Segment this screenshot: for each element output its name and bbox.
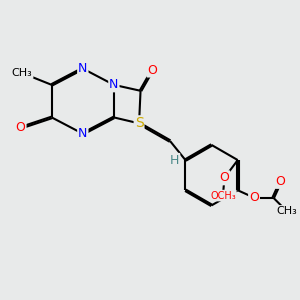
- Text: N: N: [78, 127, 88, 140]
- Text: CH₃: CH₃: [276, 206, 297, 216]
- Text: O: O: [276, 175, 286, 188]
- Text: N: N: [109, 78, 119, 92]
- Text: CH₃: CH₃: [12, 68, 32, 78]
- Text: OCH₃: OCH₃: [210, 190, 236, 201]
- Text: O: O: [147, 64, 157, 76]
- Text: H: H: [170, 154, 179, 167]
- Text: S: S: [135, 116, 143, 130]
- Text: O: O: [220, 171, 230, 184]
- Text: O: O: [16, 121, 26, 134]
- Text: O: O: [249, 191, 259, 204]
- Text: N: N: [78, 62, 88, 75]
